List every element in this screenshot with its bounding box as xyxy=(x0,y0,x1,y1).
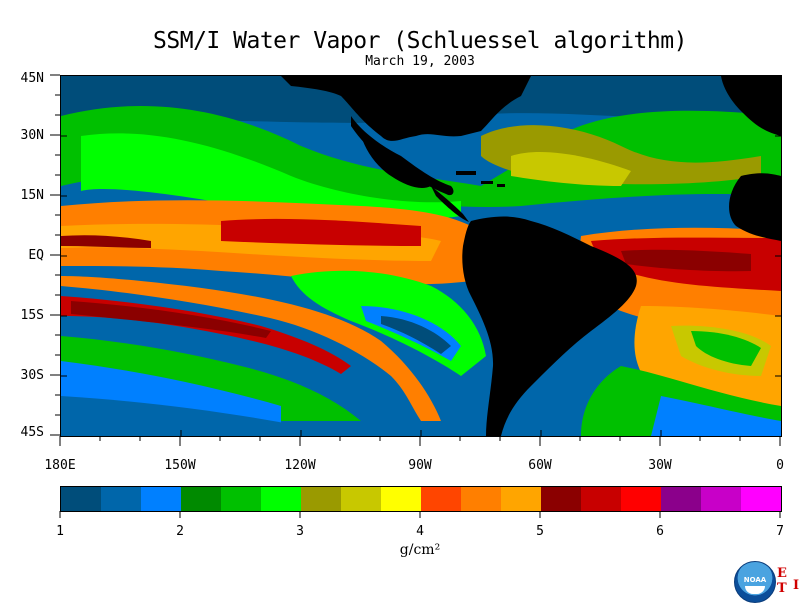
colorbar-label-3: 3 xyxy=(296,524,304,539)
colorbar-swatch xyxy=(341,487,381,511)
colorbar-swatch xyxy=(621,487,661,511)
map-canvas xyxy=(61,76,781,436)
colorbar-swatch xyxy=(261,487,301,511)
noaa-logo: NOAA xyxy=(734,561,776,603)
colorbar-swatch xyxy=(301,487,341,511)
lon-label-0: 0 xyxy=(776,458,784,473)
water-vapor-map xyxy=(60,75,782,437)
colorbar-swatch xyxy=(101,487,141,511)
colorbar-label-6: 6 xyxy=(656,524,664,539)
colorbar-swatch xyxy=(461,487,501,511)
colorbar xyxy=(60,486,782,512)
land-masses xyxy=(281,76,781,436)
lon-label-120w: 120W xyxy=(284,458,316,473)
colorbar-swatch xyxy=(701,487,741,511)
lat-label-eq: EQ xyxy=(28,248,44,263)
map-date: March 19, 2003 xyxy=(365,54,475,69)
lat-label-45s: 45S xyxy=(20,425,44,440)
colorbar-swatch xyxy=(501,487,541,511)
lat-label-15s: 15S xyxy=(20,308,44,323)
colorbar-swatch xyxy=(221,487,261,511)
corner-mark-i: I xyxy=(793,578,800,593)
lon-label-150w: 150W xyxy=(164,458,196,473)
colorbar-swatch xyxy=(541,487,581,511)
colorbar-swatch xyxy=(581,487,621,511)
colorbar-label-1: 1 xyxy=(56,524,64,539)
lat-label-15n: 15N xyxy=(20,188,44,203)
lon-label-60w: 60W xyxy=(528,458,552,473)
lon-label-30w: 30W xyxy=(648,458,672,473)
lat-label-30s: 30S xyxy=(20,368,44,383)
colorbar-swatch xyxy=(61,487,101,511)
lon-label-90w: 90W xyxy=(408,458,432,473)
colorbar-label-5: 5 xyxy=(536,524,544,539)
colorbar-swatch xyxy=(421,487,461,511)
colorbar-swatch xyxy=(661,487,701,511)
noaa-bird-icon xyxy=(745,586,765,594)
colorbar-swatch xyxy=(381,487,421,511)
lon-label-180e: 180E xyxy=(44,458,76,473)
colorbar-swatch xyxy=(741,487,781,511)
colorbar-label-2: 2 xyxy=(176,524,184,539)
colorbar-swatch xyxy=(141,487,181,511)
colorbar-swatch xyxy=(181,487,221,511)
map-title: SSM/I Water Vapor (Schluessel algorithm) xyxy=(153,28,687,54)
noaa-logo-text: NOAA xyxy=(743,576,767,584)
colorbar-label-7: 7 xyxy=(776,524,784,539)
corner-mark-et: E T xyxy=(777,566,787,596)
lat-label-30n: 30N xyxy=(20,128,44,143)
colorbar-unit: g/cm² xyxy=(399,542,441,558)
colorbar-label-4: 4 xyxy=(416,524,424,539)
lat-label-45n: 45N xyxy=(20,71,44,86)
